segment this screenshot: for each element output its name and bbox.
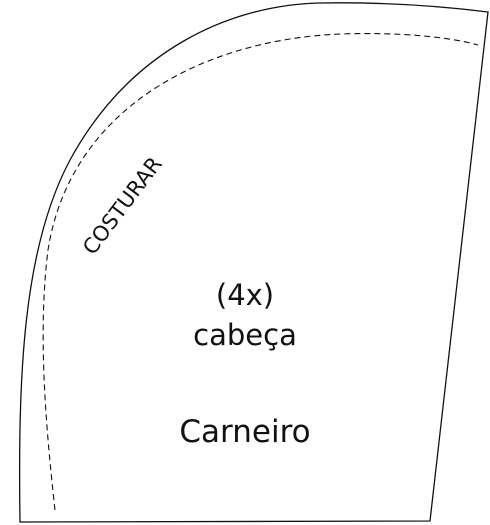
quantity: (4x)	[216, 278, 274, 312]
seam-line	[42, 33, 479, 511]
part-name: cabeça	[193, 318, 297, 352]
project-name: Carneiro	[179, 414, 310, 450]
cut-line	[18, 2, 489, 523]
